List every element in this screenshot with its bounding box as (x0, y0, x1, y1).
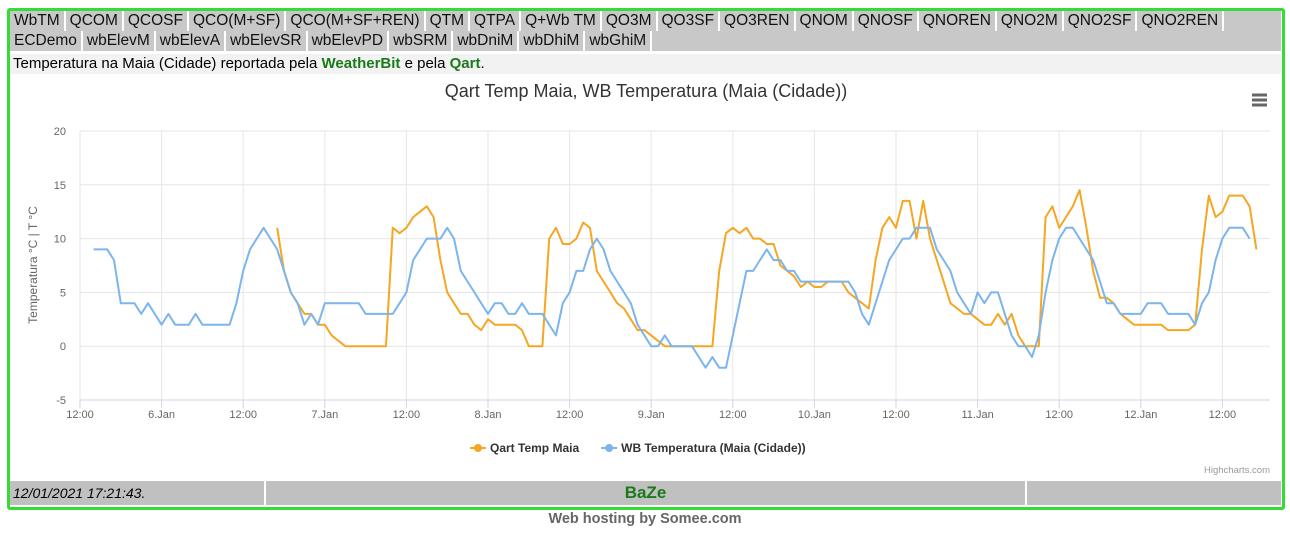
menu-button[interactable] (1252, 93, 1267, 107)
x-tick-label: 10.Jan (798, 409, 831, 421)
x-tick-label: 12.Jan (1124, 409, 1157, 421)
nav-bar: WbTM QCOM QCOSF QCO(M+SF) QCO(M+SF+REN) QTM QT… (10, 11, 1281, 51)
y-axis-label: Temperatura °C | T °C (26, 206, 40, 324)
chart: Qart Temp Maia, WB Temperatura (Maia (Ci… (26, 81, 1270, 476)
footer-cell (1027, 481, 1281, 505)
nav-tab[interactable]: ECDemo (10, 31, 83, 51)
nav-tab[interactable]: QNO2M (997, 11, 1064, 31)
y-tick-label: 5 (60, 287, 66, 299)
nav-tab[interactable]: wbElevSR (226, 31, 308, 51)
nav-tab[interactable]: WbTM (10, 11, 66, 31)
legend-marker (605, 444, 614, 452)
intro-part: . (480, 55, 485, 72)
nav-tab[interactable]: QCO(M+SF+REN) (286, 11, 426, 31)
nav-tab[interactable]: QNOM (796, 11, 854, 31)
y-tick-label: 15 (54, 180, 66, 192)
intro-text: Temperatura na Maia (Cidade) reportada p… (10, 54, 1281, 74)
legend-item[interactable]: WB Temperatura (Maia (Cidade)) (601, 441, 806, 455)
x-tick-label: 12:00 (393, 409, 421, 421)
x-tick-label: 12:00 (556, 409, 584, 421)
x-tick-label: 6.Jan (148, 409, 175, 421)
nav-tab[interactable]: QO3SF (658, 11, 721, 31)
x-tick-label: 12:00 (1045, 409, 1073, 421)
footer: 12/01/2021 17:21:43. BaZe (10, 481, 1281, 505)
y-tick-label: 10 (54, 234, 66, 246)
nav-tab[interactable]: wbElevA (156, 31, 227, 51)
x-tick-label: 12:00 (882, 409, 910, 421)
hosting-note: Web hosting by Somee.com (548, 511, 742, 527)
legend-label: Qart Temp Maia (490, 441, 579, 455)
frame (7, 8, 1285, 510)
nav-tab[interactable]: wbDhiM (519, 31, 586, 51)
x-tick-label: 11.Jan (961, 409, 993, 421)
nav-tab[interactable]: wbSRM (389, 31, 454, 51)
x-tick-label: 7.Jan (311, 409, 338, 421)
nav-tab[interactable]: wbGhiM (585, 31, 653, 51)
y-tick-label: 20 (54, 126, 66, 138)
nav-tab[interactable]: wbElevM (83, 31, 156, 51)
series-line (93, 226, 1251, 369)
nav-tab[interactable]: QCOM (66, 11, 124, 31)
nav-tab[interactable]: QCO(M+SF) (189, 11, 287, 31)
intro-part: Temperatura na Maia (Cidade) reportada p… (13, 55, 318, 72)
nav-tab[interactable]: wbDniM (453, 31, 520, 51)
nav-tab[interactable]: wbElevPD (308, 31, 390, 51)
nav-tab[interactable]: QTM (426, 11, 471, 31)
link[interactable]: Qart (449, 55, 481, 72)
legend-label: WB Temperatura (Maia (Cidade)) (621, 441, 805, 455)
y-tick-label: 0 (60, 341, 66, 353)
link[interactable]: WeatherBit (321, 55, 401, 72)
legend-item[interactable]: Qart Temp Maia (470, 441, 579, 455)
nav-tab[interactable]: QNOSF (854, 11, 919, 31)
nav-tab[interactable]: QO3M (602, 11, 658, 31)
nav-tab[interactable]: QNOREN (919, 11, 997, 31)
x-tick-label: 12:00 (1209, 409, 1237, 421)
intro-part: e pela (404, 55, 446, 72)
nav-tab[interactable]: QNO2SF (1064, 11, 1138, 31)
x-tick-label: 9.Jan (638, 409, 665, 421)
x-tick-label: 8.Jan (475, 409, 502, 421)
nav-tab[interactable]: QO3REN (720, 11, 796, 31)
nav-tab[interactable]: QNO2REN (1137, 11, 1225, 31)
series-line (276, 189, 1258, 348)
chart-title: Qart Temp Maia, WB Temperatura (Maia (Ci… (445, 81, 847, 101)
nav-tab[interactable]: QTPA (470, 11, 522, 31)
x-tick-label: 12:00 (66, 409, 94, 421)
credits[interactable]: Highcharts.com (1204, 465, 1270, 476)
x-tick-label: 12:00 (719, 409, 747, 421)
nav-tab[interactable]: QCOSF (124, 11, 189, 31)
timestamp: 12/01/2021 17:21:43. (10, 481, 264, 505)
nav-tab[interactable]: Q+Wb TM (521, 11, 602, 31)
brand: BaZe (266, 481, 1025, 505)
y-tick-label: -5 (56, 395, 66, 407)
x-tick-label: 12:00 (229, 409, 257, 421)
legend-marker (474, 444, 482, 452)
